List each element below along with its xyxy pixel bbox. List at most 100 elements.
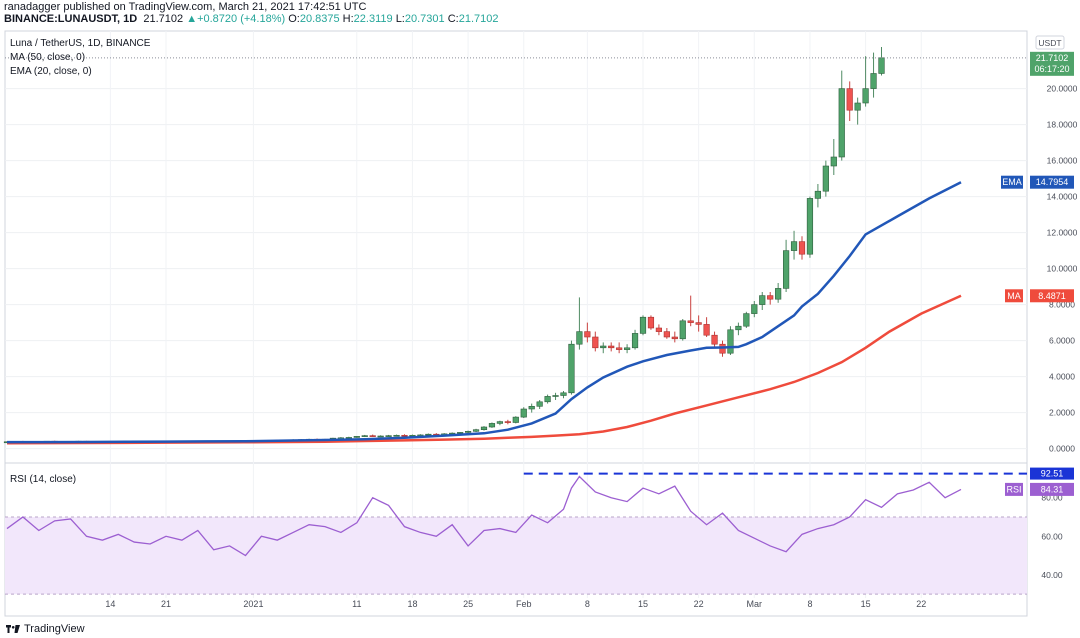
legend-ma[interactable]: MA (50, close, 0): [10, 52, 85, 63]
candle: [560, 391, 567, 399]
price-tag-value: 21.7102: [1036, 53, 1069, 63]
time-tick-label: 15: [861, 599, 871, 609]
legend-title[interactable]: Luna / TetherUS, 1D, BINANCE: [10, 38, 151, 49]
candle-body-up: [457, 432, 464, 434]
candle-body-up: [870, 73, 877, 89]
price-change: +0.8720 (+4.18%): [197, 13, 286, 25]
candle: [616, 342, 623, 354]
price-tick-label: 2.0000: [1049, 408, 1075, 418]
candle-body-up: [854, 102, 861, 111]
candle-body-up: [878, 57, 885, 74]
footer-brand: TradingView: [24, 623, 85, 635]
legend-ema[interactable]: EMA (20, close, 0): [10, 66, 92, 77]
legend-rsi[interactable]: RSI (14, close): [10, 474, 76, 485]
high-label: H:: [342, 13, 354, 25]
candle: [377, 435, 384, 438]
candle: [592, 331, 599, 352]
candle-body-up: [488, 423, 496, 428]
ema-tag-label: EMA: [1002, 177, 1022, 187]
time-tick-label: 15: [638, 599, 648, 609]
price-tick-label: 18.0000: [1047, 120, 1078, 130]
candle: [647, 315, 655, 330]
candle-body-down: [798, 241, 806, 255]
candle: [838, 70, 845, 161]
rsi-tick-label: 40.00: [1041, 570, 1063, 580]
candle-body-up: [536, 401, 543, 407]
price-tick-label: 0.0000: [1049, 444, 1075, 454]
rsi-tag-label: RSI: [1006, 484, 1021, 494]
footer[interactable]: TradingView: [6, 622, 85, 636]
ma-tag-label: MA: [1007, 291, 1021, 301]
candle-body-down: [767, 295, 774, 300]
rsi-line: [6, 475, 962, 557]
time-tick-label: Feb: [516, 599, 532, 609]
candle-body-down: [504, 421, 511, 423]
candle: [631, 329, 639, 350]
price-tick-label: 20.0000: [1047, 84, 1078, 94]
candle: [759, 292, 766, 310]
candle: [767, 292, 774, 305]
time-tick-label: 22: [694, 599, 704, 609]
candle-body-up: [727, 329, 734, 354]
close-value: 21.7102: [458, 13, 499, 25]
rsi-tick-label: 60.00: [1041, 531, 1063, 541]
candle: [735, 322, 742, 336]
candle-body-up: [472, 429, 480, 432]
candle-body-down: [647, 316, 655, 329]
open-label: O:: [288, 13, 300, 25]
candle: [608, 342, 615, 352]
candle: [464, 430, 472, 434]
time-tick-label: 22: [916, 599, 926, 609]
candle: [584, 322, 591, 343]
price-tick-label: 16.0000: [1047, 156, 1078, 166]
candle: [703, 317, 710, 337]
candle-body-up: [623, 347, 631, 350]
candle-body-down: [655, 327, 662, 332]
candle: [822, 160, 829, 197]
candle: [488, 422, 496, 428]
time-tick-label: 21: [161, 599, 171, 609]
rsi-tag: RSI 84.31: [1005, 482, 1074, 496]
candle-body-up: [496, 421, 504, 424]
time-tick-label: 8: [585, 599, 590, 609]
currency-button[interactable]: USDT: [1035, 35, 1065, 50]
candle-body-up: [862, 88, 869, 104]
candle-body-up: [377, 435, 384, 438]
candle: [568, 340, 575, 395]
candle: [862, 56, 869, 107]
candle-body-down: [663, 331, 670, 338]
candle: [353, 436, 360, 438]
candle: [401, 434, 408, 437]
candle-body-down: [703, 324, 710, 336]
currency-label: USDT: [1038, 38, 1061, 48]
candle-body-down: [592, 336, 599, 349]
candle: [496, 420, 504, 426]
ma-tag: MA 8.4871: [1005, 289, 1074, 303]
candle-body-up: [393, 434, 400, 437]
candle: [504, 419, 511, 425]
candle: [806, 196, 814, 258]
candle: [528, 403, 535, 413]
time-tick-label: 18: [407, 599, 417, 609]
rsi-axis[interactable]: 40.00 60.00 80.00: [1041, 493, 1063, 580]
candle-body-up: [361, 435, 368, 437]
candle: [576, 297, 583, 350]
low-value: 20.7301: [404, 13, 445, 25]
candle: [846, 81, 853, 121]
candles: [3, 47, 885, 444]
candle-body-up: [385, 435, 392, 437]
candle: [393, 434, 400, 437]
symbol-ohlc-line: BINANCE:LUNAUSDT, 1D 21.7102 ▲+0.8720 (+…: [4, 13, 498, 25]
rsi-tag-value: 84.31: [1041, 484, 1064, 494]
candle: [655, 324, 662, 336]
candle: [830, 139, 837, 175]
candle-body-up: [743, 313, 750, 327]
candle-body-down: [846, 88, 853, 111]
price-axis[interactable]: 0.0000 2.0000 4.0000 6.0000 8.0000 10.0000 12.…: [1047, 84, 1078, 454]
chart-frame: [4, 30, 1028, 617]
candle-body-up: [568, 343, 575, 394]
time-axis[interactable]: 14 21 2021 11 18 25 Feb 8 15 22 Mar 8 15 22: [105, 599, 926, 609]
candle: [687, 295, 694, 327]
ma50-line: [6, 294, 962, 445]
